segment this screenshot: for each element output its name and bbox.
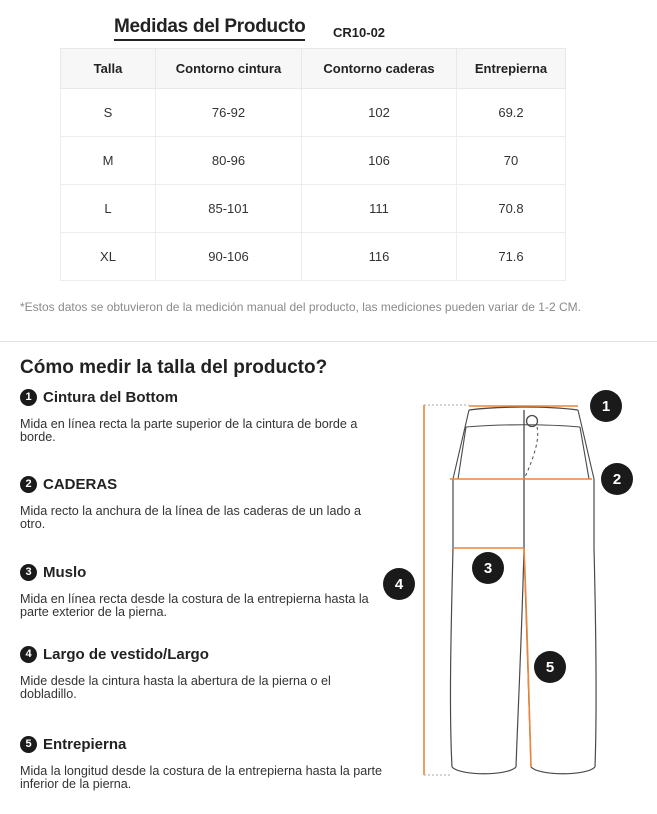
svg-text:4: 4	[395, 576, 404, 593]
svg-text:1: 1	[602, 398, 610, 415]
svg-text:2: 2	[613, 471, 621, 488]
svg-text:5: 5	[546, 659, 554, 676]
svg-text:3: 3	[484, 560, 492, 577]
